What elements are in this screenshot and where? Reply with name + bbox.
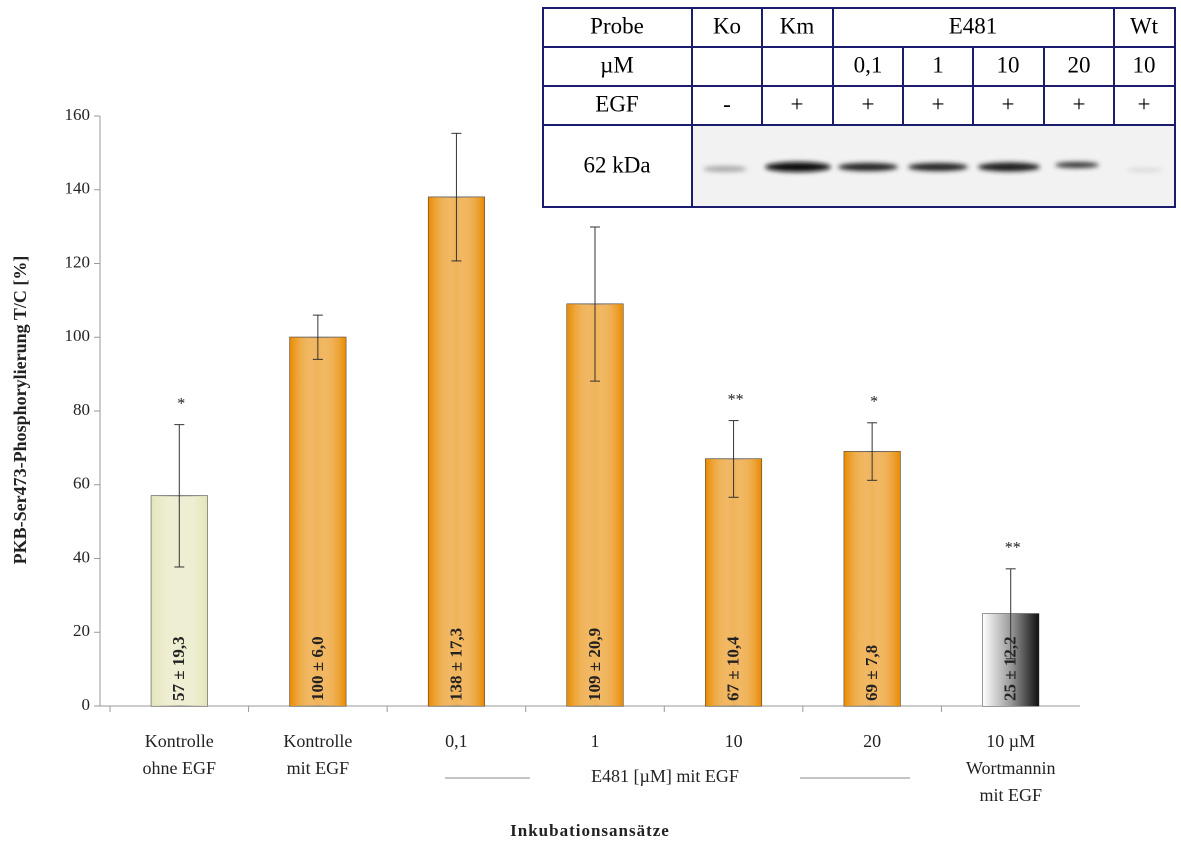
band [978,162,1040,172]
band [838,163,898,171]
x-tick-label: ohne EGF [143,758,217,778]
y-tick-label: 140 [65,179,91,198]
x-axis-title: Inkubationsansätze [510,821,670,840]
significance: ** [728,391,744,408]
table-cell: µM [600,52,634,77]
x-tick-label: Wortmannin [966,758,1056,778]
table-cell: - [723,91,731,116]
value-label: 69 ± 7,8 [862,645,881,701]
header-cell: Km [780,13,815,38]
significance: * [870,393,878,410]
table-cell: + [791,91,804,116]
band [1055,162,1099,168]
header-cell: Ko [713,13,741,38]
value-label: 67 ± 10,4 [723,636,742,701]
x-tick-label: 0,1 [445,731,468,751]
blot-bands [703,162,1163,172]
y-tick-label: 120 [65,252,91,271]
table-cell: + [1073,91,1086,116]
x-tick-label: 10 [725,731,743,751]
table-cell: 20 [1068,52,1091,77]
x-tick-label: 1 [591,731,600,751]
table-cell: + [932,91,945,116]
table-cell: 1 [932,52,944,77]
header-cell: Probe [590,13,644,38]
band [765,162,831,172]
x-tick-label: Kontrolle [145,731,214,751]
y-tick-label: 40 [73,547,90,566]
table-cell: 10 [1133,52,1156,77]
value-label: 57 ± 19,3 [169,636,188,701]
y-tick-label: 20 [73,621,90,640]
x-tick-label: Kontrolle [283,731,352,751]
group-label: E481 [µM] mit EGF [591,766,739,786]
table-cell: + [1002,91,1015,116]
y-tick-label: 100 [65,326,91,345]
x-tick-label: mit EGF [979,785,1042,805]
table-cell: 10 [997,52,1020,77]
y-tick-label: 80 [73,400,90,419]
y-tick-label: 0 [82,695,91,714]
blot-label: 62 kDa [583,152,650,177]
value-label: 25 ± 12,2 [1001,636,1020,701]
band [908,163,968,171]
value-label: 109 ± 20,9 [585,628,604,701]
y-tick-label: 160 [65,105,91,124]
inset-table: Probe Ko Km E481 Wt 62 kDa µM 0,1 1 10 20 10 E… [542,7,1176,208]
value-label: 138 ± 17,3 [446,628,465,701]
table-cell: EGF [595,91,638,116]
band [703,166,747,172]
y-axis-title: PKB-Ser473-Phosphorylierung T/C [%] [10,256,30,565]
x-tick-label: 10 µM [986,731,1035,751]
band [1127,168,1163,172]
table-cell: + [862,91,875,116]
value-label: 100 ± 6,0 [308,636,327,701]
x-tick-label: mit EGF [287,758,350,778]
header-cell: Wt [1130,13,1159,38]
table-cell: + [1138,91,1151,116]
x-tick-label: 20 [863,731,881,751]
y-tick-label: 60 [73,474,90,493]
significance: ** [1005,539,1021,556]
table-cell: 0,1 [854,52,883,77]
header-cell: E481 [949,13,998,38]
significance: * [177,395,185,412]
